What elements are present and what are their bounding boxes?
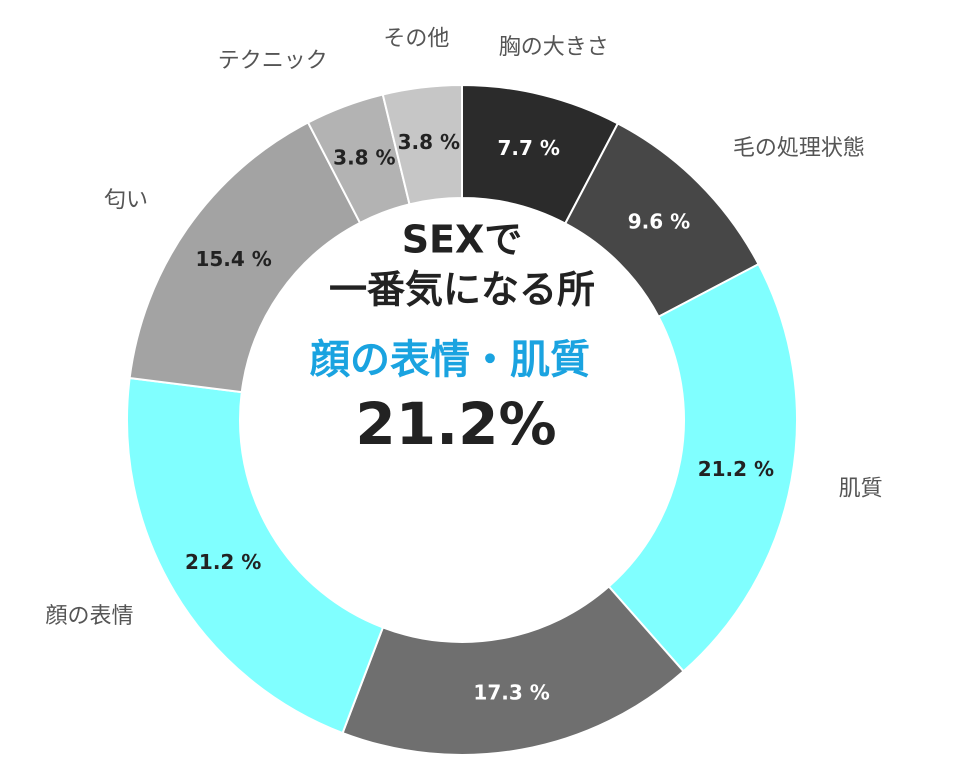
category-label: 毛の処理状態 — [733, 136, 865, 161]
center-line: SEXで — [402, 218, 523, 262]
center-value: 21.2% — [355, 390, 556, 458]
value-label: 7.7 % — [497, 136, 559, 160]
category-label: 胸の大きさ — [499, 35, 609, 60]
donut-slice — [341, 585, 685, 756]
category-label: 顔の表情 — [46, 604, 134, 629]
value-label: 17.3 % — [473, 681, 549, 705]
value-label: 3.8 % — [333, 146, 395, 170]
category-label: その他 — [383, 27, 449, 52]
donut-slice — [607, 262, 798, 673]
value-label: 21.2 % — [698, 457, 774, 481]
value-label: 15.4 % — [195, 247, 271, 271]
category-label: テクニック — [218, 48, 328, 73]
category-label: 肌質 — [839, 476, 883, 501]
value-label: 3.8 % — [398, 130, 460, 154]
value-label: 21.2 % — [185, 550, 261, 574]
center-line: 一番気になる所 — [329, 268, 595, 312]
donut-slice — [381, 83, 463, 206]
center-highlight: 顔の表情・肌質 — [310, 337, 590, 383]
category-label: 匂い — [104, 188, 148, 213]
donut-slice — [126, 376, 385, 735]
value-label: 9.6 % — [628, 210, 690, 234]
